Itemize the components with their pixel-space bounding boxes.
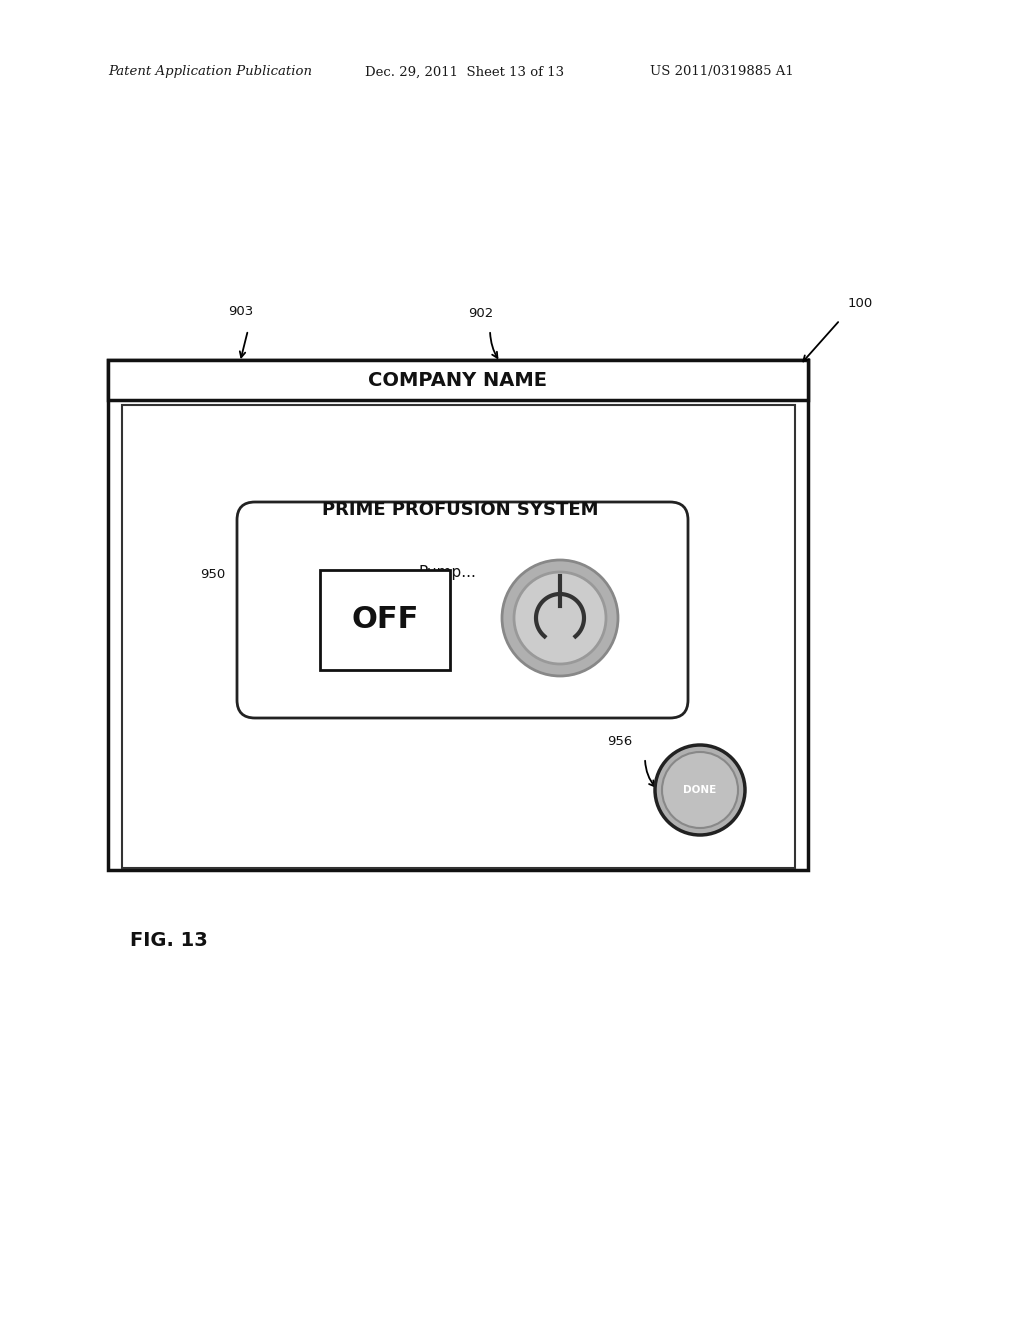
Text: US 2011/0319885 A1: US 2011/0319885 A1 bbox=[650, 66, 794, 78]
Text: 956: 956 bbox=[607, 735, 632, 748]
Text: 902: 902 bbox=[468, 308, 494, 319]
Text: Pump...: Pump... bbox=[418, 565, 476, 579]
Text: 950: 950 bbox=[200, 569, 225, 582]
Text: Patent Application Publication: Patent Application Publication bbox=[108, 66, 312, 78]
Text: 903: 903 bbox=[228, 305, 253, 318]
Text: PRIME PROFUSION SYSTEM: PRIME PROFUSION SYSTEM bbox=[322, 502, 598, 519]
Text: OFF: OFF bbox=[351, 606, 419, 635]
Text: COMPANY NAME: COMPANY NAME bbox=[369, 371, 548, 389]
Bar bbox=[319, 570, 450, 671]
Text: 100: 100 bbox=[848, 297, 873, 310]
Text: 954: 954 bbox=[660, 591, 685, 605]
Bar bbox=[108, 360, 808, 870]
Text: DONE: DONE bbox=[683, 785, 717, 795]
Circle shape bbox=[655, 744, 745, 836]
Bar bbox=[122, 405, 795, 869]
Circle shape bbox=[662, 752, 738, 828]
Text: 952: 952 bbox=[295, 672, 319, 685]
Bar bbox=[108, 360, 808, 400]
Text: Dec. 29, 2011  Sheet 13 of 13: Dec. 29, 2011 Sheet 13 of 13 bbox=[365, 66, 564, 78]
Circle shape bbox=[514, 572, 606, 664]
Circle shape bbox=[502, 560, 618, 676]
FancyBboxPatch shape bbox=[237, 502, 688, 718]
Text: FIG. 13: FIG. 13 bbox=[130, 931, 208, 949]
